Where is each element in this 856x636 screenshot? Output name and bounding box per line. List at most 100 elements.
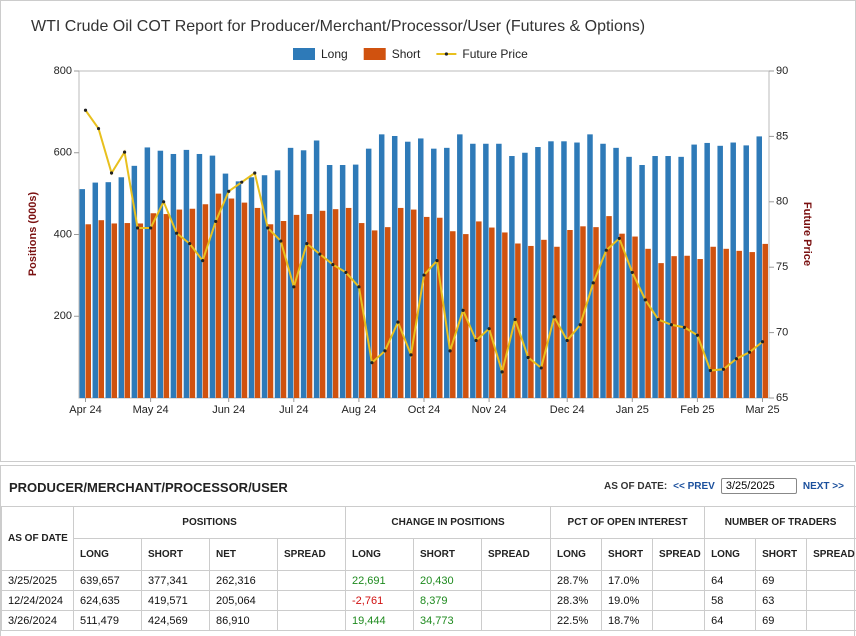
bar xyxy=(157,150,164,398)
table-cell: 205,064 xyxy=(209,590,278,611)
bar xyxy=(717,145,723,398)
price-point xyxy=(695,333,699,337)
price-point xyxy=(175,231,179,235)
bar xyxy=(704,142,710,398)
bar xyxy=(111,223,118,398)
bar xyxy=(241,202,248,398)
bar xyxy=(496,143,502,398)
bar xyxy=(743,145,749,398)
price-point xyxy=(630,270,634,275)
date-select[interactable]: 3/25/2025 xyxy=(720,478,797,494)
price-point xyxy=(240,180,244,184)
table-cell: 64 xyxy=(704,610,757,631)
data-row: 3/26/2024 511,479 424,569 86,910 19,444 34,77… xyxy=(1,610,856,631)
bar xyxy=(671,256,677,398)
price-point xyxy=(591,281,595,285)
y2-tick-label: 90 xyxy=(776,65,788,77)
bar xyxy=(410,209,417,398)
table-cell xyxy=(276,590,347,611)
price-point xyxy=(604,248,608,252)
price-point xyxy=(721,367,726,371)
table-cell xyxy=(806,610,856,631)
bar xyxy=(522,152,528,398)
column-row: LONG SHORT NET SPREAD LONG SHORT SPREAD LONG SHO… xyxy=(2,538,856,571)
bar xyxy=(762,243,768,398)
price-point xyxy=(383,349,387,353)
bar xyxy=(319,210,326,398)
bar xyxy=(163,214,170,398)
bar xyxy=(561,141,567,398)
column-header: SPREAD xyxy=(481,538,552,571)
table-cell: 28.3% xyxy=(550,590,603,611)
bar xyxy=(580,226,586,398)
table-cell: 69 xyxy=(755,570,808,591)
bar xyxy=(365,148,372,398)
bar xyxy=(749,252,755,398)
table-cell: 262,316 xyxy=(209,570,278,591)
table-cell: 624,635 xyxy=(73,590,142,611)
table-cell: 3/25/2025 xyxy=(1,570,74,591)
column-header: SHORT xyxy=(601,538,654,571)
price-point xyxy=(617,236,621,241)
data-row: 12/24/2024 624,635 419,571 205,064 -2,761 8,3… xyxy=(1,590,856,611)
column-header: LONG xyxy=(73,538,142,571)
column-header: SPREAD xyxy=(652,538,706,571)
legend-swatch xyxy=(293,48,315,60)
price-point xyxy=(669,323,673,327)
column-header: LONG xyxy=(345,538,415,571)
legend-label: Short xyxy=(392,47,421,61)
table-cell xyxy=(481,610,552,631)
prev-link[interactable]: << PREV xyxy=(673,480,715,492)
bar xyxy=(632,236,638,398)
bar xyxy=(352,164,359,398)
y-tick-label: 400 xyxy=(54,228,72,240)
x-tick-label: Jun 24 xyxy=(212,404,245,416)
bar xyxy=(85,224,91,398)
chart-panel: WTI Crude Oil COT Report for Producer/Me… xyxy=(0,0,856,462)
date-nav: AS OF DATE: << PREV 3/25/2025 NEXT >> xyxy=(604,478,844,494)
bar xyxy=(137,223,144,398)
price-point xyxy=(565,338,569,343)
legend-label: Future Price xyxy=(462,47,528,61)
bar xyxy=(313,140,320,399)
bar xyxy=(222,173,229,398)
bar xyxy=(730,142,736,398)
bar xyxy=(150,213,157,398)
legend-swatch xyxy=(363,48,386,60)
bar xyxy=(515,243,521,398)
table-cell: 3/26/2024 xyxy=(1,610,74,631)
bar xyxy=(489,227,495,398)
y2-tick-label: 80 xyxy=(776,196,788,208)
table-cell xyxy=(806,570,856,591)
column-header: LONG xyxy=(550,538,603,571)
price-point xyxy=(747,350,752,354)
bar xyxy=(124,223,131,398)
x-tick-label: Jul 24 xyxy=(279,404,308,416)
price-point xyxy=(214,219,218,224)
bar xyxy=(280,221,287,398)
group-header: PCT OF OPEN INTEREST xyxy=(550,506,706,539)
bar xyxy=(483,143,489,398)
table-panel: PRODUCER/MERCHANT/PROCESSOR/USER AS OF D… xyxy=(0,465,856,636)
bar xyxy=(196,153,203,398)
bar xyxy=(437,217,443,398)
bar xyxy=(476,221,482,398)
bar xyxy=(391,135,398,398)
price-point xyxy=(201,259,205,263)
next-link[interactable]: NEXT >> xyxy=(802,480,844,492)
bar xyxy=(658,263,664,398)
price-point xyxy=(487,327,491,331)
price-point xyxy=(409,353,413,357)
bar xyxy=(450,231,456,398)
x-tick-label: May 24 xyxy=(133,404,169,416)
bar xyxy=(339,165,346,398)
price-point xyxy=(734,357,739,361)
bar xyxy=(431,148,437,398)
bar xyxy=(274,170,281,398)
bar xyxy=(710,246,716,398)
bar xyxy=(652,156,658,398)
price-point xyxy=(83,108,88,112)
table-cell: 58 xyxy=(704,590,757,611)
table-cell xyxy=(481,570,552,591)
bar xyxy=(606,216,612,398)
